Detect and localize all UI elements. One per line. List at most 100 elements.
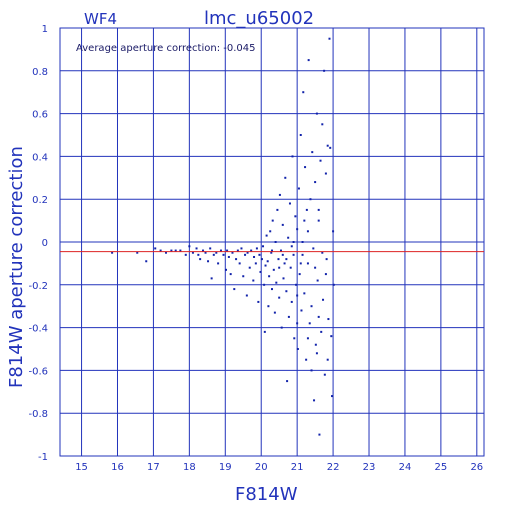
data-point bbox=[301, 253, 304, 256]
data-point bbox=[165, 251, 167, 254]
data-point bbox=[312, 247, 315, 250]
y-tick-labels: 1 0.8 0.6 0.4 0.2 0 -0.2 -0.4 -0.6 -0.8 -1 bbox=[28, 24, 48, 463]
data-point bbox=[210, 277, 213, 280]
y-tick-label: 1 bbox=[42, 24, 48, 35]
data-point bbox=[271, 288, 273, 291]
data-point bbox=[314, 343, 317, 346]
data-point bbox=[231, 251, 234, 254]
data-point bbox=[296, 294, 299, 297]
data-point bbox=[296, 348, 299, 350]
data-point bbox=[331, 395, 334, 398]
data-point bbox=[271, 219, 274, 222]
data-point bbox=[266, 260, 269, 263]
data-point bbox=[285, 258, 288, 261]
data-point bbox=[191, 251, 194, 254]
data-point bbox=[244, 253, 247, 256]
data-point bbox=[324, 172, 327, 175]
data-point bbox=[179, 249, 182, 252]
data-point bbox=[323, 69, 326, 72]
data-point bbox=[330, 335, 333, 338]
chart-subtitle: WF4 bbox=[84, 10, 117, 28]
data-point bbox=[293, 337, 296, 340]
y-tick-label: 0.2 bbox=[32, 195, 48, 206]
data-point bbox=[299, 134, 302, 136]
data-point bbox=[154, 247, 157, 250]
data-point bbox=[229, 273, 232, 276]
data-point bbox=[286, 380, 289, 383]
data-point bbox=[317, 208, 320, 211]
data-point bbox=[292, 241, 295, 243]
data-point bbox=[265, 234, 268, 237]
data-point bbox=[321, 123, 324, 126]
x-tick-label: 21 bbox=[291, 462, 304, 473]
data-point bbox=[320, 330, 323, 333]
y-tick-label: -0.4 bbox=[28, 324, 48, 335]
data-point bbox=[170, 249, 173, 252]
data-point bbox=[287, 236, 290, 239]
x-tick-label: 26 bbox=[470, 462, 483, 473]
data-point bbox=[315, 352, 318, 355]
data-point bbox=[257, 300, 260, 303]
data-point bbox=[263, 283, 266, 286]
data-point bbox=[288, 202, 291, 205]
data-point bbox=[281, 253, 284, 256]
data-point bbox=[308, 322, 311, 325]
data-point bbox=[332, 283, 335, 286]
y-tick-label: 0 bbox=[42, 238, 48, 249]
plot-frame bbox=[59, 27, 485, 457]
data-point bbox=[136, 251, 139, 254]
data-point bbox=[290, 300, 293, 303]
data-point bbox=[267, 305, 270, 308]
chart-title: lmc_u65002 bbox=[204, 8, 314, 29]
data-point bbox=[217, 262, 220, 265]
data-point bbox=[318, 433, 321, 436]
data-point bbox=[299, 262, 302, 265]
data-point bbox=[319, 159, 322, 162]
data-point bbox=[289, 266, 292, 269]
data-point bbox=[259, 270, 262, 273]
data-point bbox=[145, 260, 148, 263]
data-point bbox=[215, 251, 218, 254]
data-point bbox=[263, 330, 266, 333]
x-tick-labels: 15 16 17 18 19 20 21 22 23 24 25 26 bbox=[75, 462, 483, 473]
data-point bbox=[329, 146, 332, 149]
data-point bbox=[284, 176, 287, 179]
x-tick-label: 16 bbox=[111, 462, 124, 473]
data-point bbox=[322, 298, 325, 301]
y-tick-label: -0.8 bbox=[28, 409, 48, 420]
data-point bbox=[258, 253, 261, 256]
data-point bbox=[225, 268, 228, 271]
data-point bbox=[276, 208, 279, 211]
data-point bbox=[273, 311, 276, 314]
data-point bbox=[260, 258, 263, 261]
data-point bbox=[317, 219, 320, 222]
data-point bbox=[283, 262, 286, 265]
y-tick-label: -1 bbox=[38, 452, 48, 463]
y-tick-label: -0.6 bbox=[28, 366, 48, 377]
data-point bbox=[271, 249, 273, 252]
data-point bbox=[314, 181, 317, 184]
average-annotation: Average aperture correction: -0.045 bbox=[76, 43, 256, 54]
data-point bbox=[303, 292, 306, 295]
grid-lines bbox=[60, 27, 484, 457]
data-point bbox=[290, 245, 293, 248]
x-tick-label: 19 bbox=[219, 462, 232, 473]
data-point bbox=[195, 247, 198, 250]
data-point bbox=[248, 266, 251, 269]
data-point bbox=[306, 262, 309, 265]
data-point bbox=[298, 273, 301, 276]
data-point bbox=[300, 309, 303, 312]
data-point bbox=[184, 253, 187, 256]
y-tick-label: -0.2 bbox=[28, 281, 48, 292]
data-point bbox=[281, 223, 284, 226]
data-point bbox=[295, 283, 298, 286]
data-point bbox=[159, 249, 162, 252]
x-axis-label: F814W bbox=[235, 484, 298, 505]
data-point bbox=[311, 151, 314, 154]
y-tick-label: 0.4 bbox=[32, 152, 48, 163]
data-point bbox=[235, 258, 238, 261]
data-point bbox=[310, 305, 313, 308]
data-point bbox=[287, 315, 290, 318]
data-point bbox=[277, 258, 280, 261]
data-point bbox=[294, 215, 297, 218]
